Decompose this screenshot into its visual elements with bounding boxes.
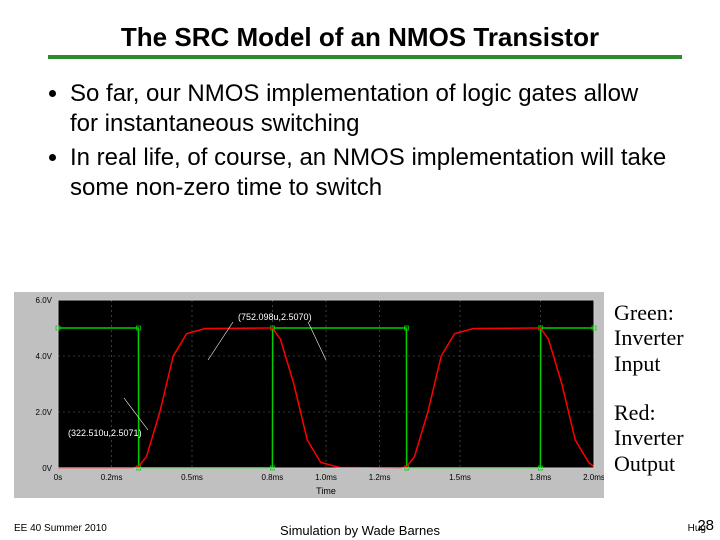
svg-text:0.2ms: 0.2ms <box>101 473 123 482</box>
legend-green-line3: Input <box>614 351 684 376</box>
legend-red: Red: Inverter Output <box>614 400 684 476</box>
legend-red-line3: Output <box>614 451 684 476</box>
svg-text:0s: 0s <box>54 473 62 482</box>
svg-text:2.0ms: 2.0ms <box>583 473 604 482</box>
svg-text:1.2ms: 1.2ms <box>369 473 391 482</box>
svg-text:0.8ms: 0.8ms <box>262 473 284 482</box>
legend-red-line2: Inverter <box>614 425 684 450</box>
svg-text:1.8ms: 1.8ms <box>530 473 552 482</box>
slide-number: 28 <box>697 517 714 534</box>
svg-text:(322.510u,2.5071): (322.510u,2.5071) <box>68 428 142 438</box>
bullet-item: In real life, of course, an NMOS impleme… <box>70 143 672 203</box>
svg-text:0.5ms: 0.5ms <box>181 473 203 482</box>
legend-green: Green: Inverter Input <box>614 300 684 376</box>
footer: EE 40 Summer 2010 Simulation by Wade Bar… <box>0 523 720 534</box>
footer-center: Simulation by Wade Barnes <box>280 523 440 538</box>
title-wrap: The SRC Model of an NMOS Transistor <box>0 0 720 65</box>
title-underline <box>48 55 682 59</box>
bullet-list: So far, our NMOS implementation of logic… <box>0 65 720 203</box>
svg-text:2.0V: 2.0V <box>36 408 53 417</box>
legend-red-line1: Red: <box>614 400 684 425</box>
slide: The SRC Model of an NMOS Transistor So f… <box>0 0 720 540</box>
footer-left: EE 40 Summer 2010 <box>14 523 107 534</box>
waveform-chart: 0V 2.0V 4.0V 6.0V 0s 0.2ms 0.5ms 0.8ms 1.0ms 1.2m… <box>14 292 604 498</box>
legend-green-line2: Inverter <box>614 325 684 350</box>
page-title: The SRC Model of an NMOS Transistor <box>48 22 672 53</box>
svg-text:4.0V: 4.0V <box>36 352 53 361</box>
svg-text:0V: 0V <box>42 464 52 473</box>
svg-text:6.0V: 6.0V <box>36 296 53 305</box>
svg-text:(752.098u,2.5070): (752.098u,2.5070) <box>238 312 312 322</box>
chart-svg: 0V 2.0V 4.0V 6.0V 0s 0.2ms 0.5ms 0.8ms 1.0ms 1.2m… <box>14 292 604 498</box>
svg-text:Time: Time <box>316 486 336 496</box>
svg-text:1.0ms: 1.0ms <box>315 473 337 482</box>
legend-green-line1: Green: <box>614 300 684 325</box>
bullet-item: So far, our NMOS implementation of logic… <box>70 79 672 139</box>
svg-text:1.5ms: 1.5ms <box>449 473 471 482</box>
